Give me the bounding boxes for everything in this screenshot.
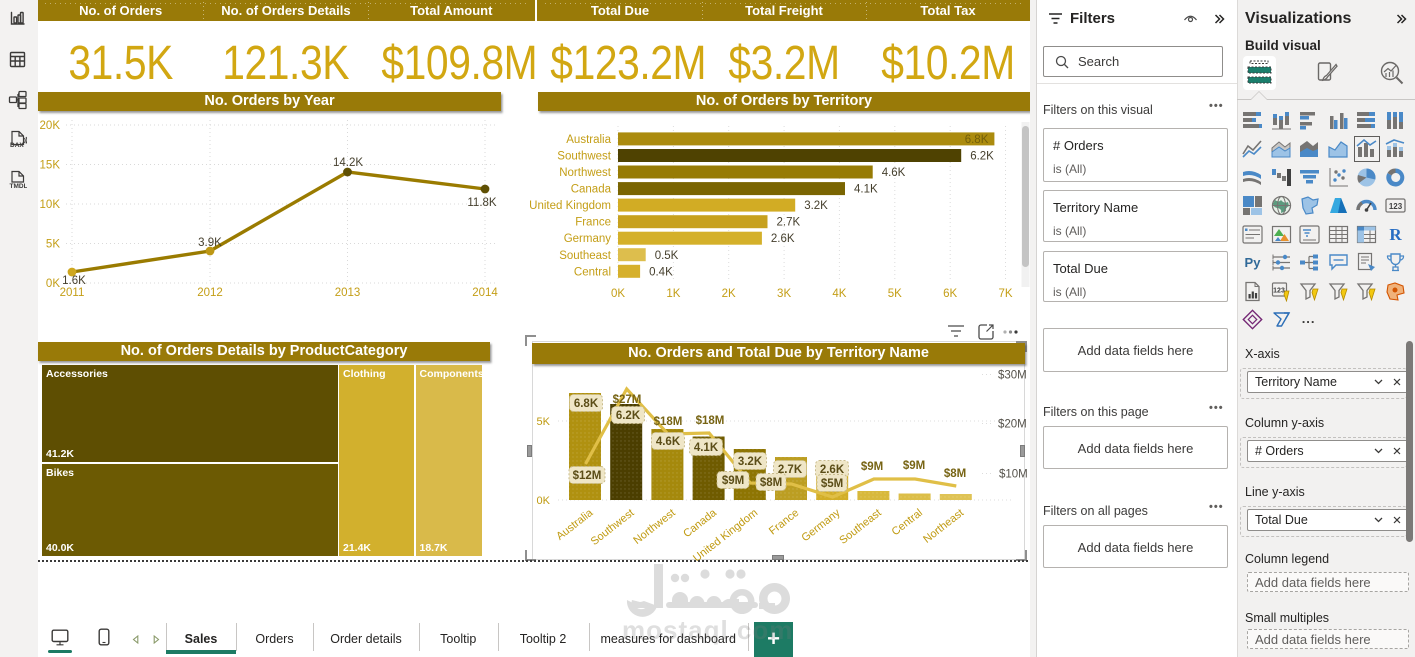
svg-text:4.6K: 4.6K (882, 167, 906, 179)
svg-text:6.2K: 6.2K (970, 151, 994, 163)
svg-text:5K: 5K (888, 288, 902, 300)
svg-text:123: 123 (1273, 287, 1285, 294)
svg-text:2.7K: 2.7K (778, 464, 803, 476)
svg-text:$10M: $10M (999, 469, 1028, 481)
svg-text:Southeast: Southeast (837, 507, 883, 547)
svg-text:Germany: Germany (564, 233, 612, 245)
svg-text:7K: 7K (998, 288, 1012, 300)
svg-text:0K: 0K (537, 495, 551, 507)
svg-text:20K: 20K (40, 120, 61, 132)
svg-text:2014: 2014 (472, 287, 498, 299)
svg-text:$30M: $30M (998, 370, 1027, 382)
svg-text:123: 123 (1389, 202, 1403, 211)
svg-text:3.2K: 3.2K (804, 200, 828, 212)
svg-text:mostaql.com: mostaql.com (622, 615, 793, 645)
svg-text:1K: 1K (666, 288, 680, 300)
svg-text:$27M: $27M (613, 394, 642, 406)
svg-text:France: France (575, 217, 611, 229)
svg-text:4K: 4K (832, 288, 846, 300)
svg-text:$12M: $12M (573, 470, 602, 482)
svg-text:0.5K: 0.5K (655, 250, 679, 262)
svg-text:Northwest: Northwest (631, 507, 677, 547)
svg-text:Central: Central (574, 266, 611, 278)
svg-text:2K: 2K (722, 288, 736, 300)
svg-text:5K: 5K (537, 416, 551, 428)
svg-text:$20M: $20M (998, 419, 1027, 431)
svg-text:Northeast: Northeast (921, 507, 966, 546)
svg-text:$8M: $8M (944, 468, 966, 480)
svg-text:3K: 3K (777, 288, 791, 300)
svg-text:2011: 2011 (60, 287, 85, 299)
svg-text:Southeast: Southeast (559, 250, 612, 262)
svg-text:Germany: Germany (800, 507, 843, 545)
svg-text:Southwest: Southwest (589, 507, 637, 548)
svg-text:R: R (1389, 225, 1402, 244)
svg-text:$9M: $9M (903, 460, 925, 472)
svg-text:4.6K: 4.6K (656, 436, 681, 448)
svg-text:United Kingdom: United Kingdom (529, 200, 611, 212)
svg-text:$18M: $18M (654, 416, 683, 428)
svg-text:5K: 5K (46, 239, 60, 251)
svg-text:0K: 0K (611, 288, 625, 300)
svg-text:2013: 2013 (335, 287, 361, 299)
svg-text:Australia: Australia (566, 134, 611, 146)
svg-text:0K: 0K (46, 278, 60, 290)
svg-text:11.8K: 11.8K (467, 197, 497, 209)
svg-text:6.8K: 6.8K (965, 134, 989, 146)
svg-text:6.8K: 6.8K (574, 398, 599, 410)
svg-text:$8M: $8M (760, 477, 782, 489)
svg-text:$9M: $9M (722, 475, 744, 487)
svg-text:15K: 15K (40, 160, 61, 172)
svg-text:2012: 2012 (197, 287, 223, 299)
svg-text:6.2K: 6.2K (616, 410, 641, 422)
svg-text:2.7K: 2.7K (777, 217, 801, 229)
svg-text:France: France (767, 507, 801, 538)
svg-text:Northwest: Northwest (559, 167, 612, 179)
svg-text:0.4K: 0.4K (649, 266, 673, 278)
svg-text:Py: Py (1245, 255, 1262, 270)
svg-text:3.9K: 3.9K (198, 237, 222, 249)
svg-text:Canada: Canada (681, 506, 719, 540)
svg-text:3.2K: 3.2K (738, 456, 763, 468)
svg-text:2.6K: 2.6K (771, 233, 795, 245)
svg-text:Canada: Canada (571, 184, 612, 196)
svg-text:DAX: DAX (10, 142, 24, 149)
svg-text:TMDL: TMDL (10, 183, 28, 189)
svg-text:6K: 6K (943, 288, 957, 300)
svg-text:14.2K: 14.2K (333, 157, 363, 169)
svg-text:4.1K: 4.1K (694, 442, 719, 454)
svg-text:$18M: $18M (696, 415, 725, 427)
svg-text:Central: Central (890, 507, 925, 538)
svg-text:4.1K: 4.1K (854, 184, 878, 196)
svg-text:1.6K: 1.6K (62, 275, 86, 287)
svg-text:2.6K: 2.6K (820, 464, 845, 476)
svg-text:10K: 10K (40, 199, 61, 211)
svg-text:$9M: $9M (861, 461, 883, 473)
svg-text:$5M: $5M (821, 478, 843, 490)
svg-text:Southwest: Southwest (557, 151, 612, 163)
